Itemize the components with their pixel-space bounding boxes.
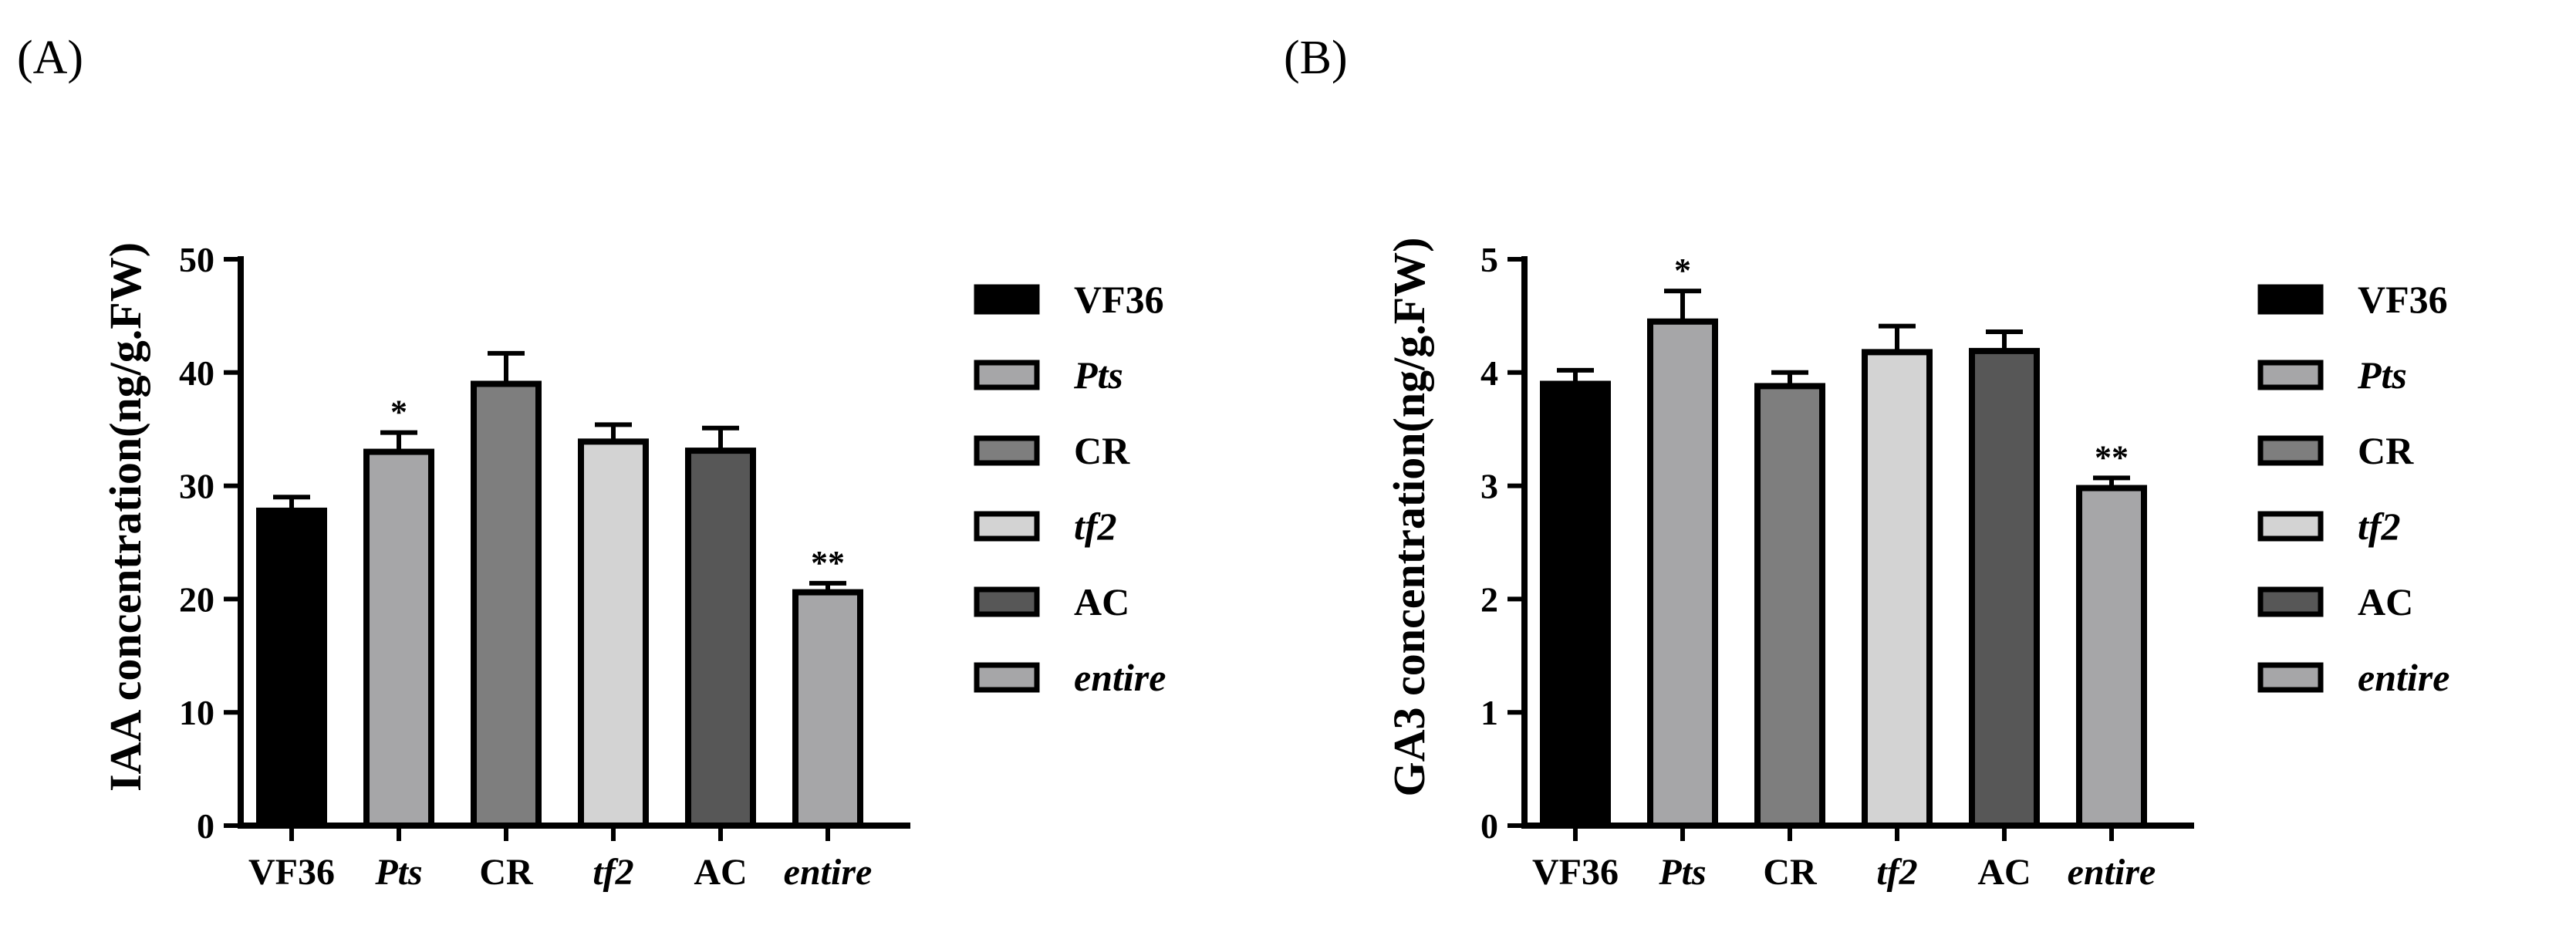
y-axis-label: IAA concentration(ng/g.FW) xyxy=(100,242,150,792)
x-tick-label: VF36 xyxy=(248,852,335,893)
legend-swatch-vf36 xyxy=(974,284,1040,315)
bar-tf2 xyxy=(1862,349,1933,829)
bar-entire xyxy=(2076,485,2147,829)
legend-label-cr: CR xyxy=(1074,429,1130,472)
significance-label: * xyxy=(390,394,407,431)
bar-entire xyxy=(792,589,863,829)
y-tick-label: 0 xyxy=(197,806,214,846)
y-tick-label: 4 xyxy=(1480,353,1498,393)
significance-label: ** xyxy=(2095,438,2129,476)
x-tick-label: CR xyxy=(1763,852,1818,893)
bar-pts xyxy=(363,448,434,829)
legend-swatch-vf36 xyxy=(2257,284,2324,315)
legend-swatch-tf2 xyxy=(2257,511,2324,542)
significance-label: * xyxy=(1674,252,1691,289)
legend-swatch-ac xyxy=(974,586,1040,617)
y-tick-label: 0 xyxy=(1480,806,1498,846)
legend-label-ac: AC xyxy=(1074,580,1129,623)
y-tick-label: 50 xyxy=(179,240,214,279)
panel-label-b: (B) xyxy=(1284,32,1348,84)
x-tick-label: AC xyxy=(694,852,747,893)
bar-vf36 xyxy=(256,507,327,829)
x-tick-label: Pts xyxy=(374,852,422,893)
legend-swatch-ac xyxy=(2257,586,2324,617)
significance-label: ** xyxy=(811,544,845,582)
bar-cr xyxy=(471,380,542,829)
x-tick-label: VF36 xyxy=(1532,852,1619,893)
bar-cr xyxy=(1754,383,1825,829)
x-tick-label: Pts xyxy=(1658,852,1706,893)
x-tick-label: entire xyxy=(2068,852,2156,893)
y-axis-label: GA3 concentration(ng/g.FW) xyxy=(1384,238,1434,797)
x-tick-label: CR xyxy=(479,852,534,893)
legend-label-entire: entire xyxy=(1074,656,1166,699)
y-tick-label: 30 xyxy=(179,467,214,506)
legend-swatch-cr xyxy=(974,435,1040,466)
legend-swatch-entire xyxy=(974,662,1040,693)
x-tick-label: entire xyxy=(784,852,873,893)
legend-label-vf36: VF36 xyxy=(1074,278,1164,321)
legend-label-tf2: tf2 xyxy=(1074,505,1117,548)
x-tick-label: tf2 xyxy=(1876,852,1917,893)
legend-label-entire: entire xyxy=(2358,656,2449,699)
y-tick-label: 40 xyxy=(179,353,214,393)
legend-swatch-cr xyxy=(2257,435,2324,466)
y-tick-label: 5 xyxy=(1480,240,1498,279)
legend-label-ac: AC xyxy=(2358,580,2413,623)
legend-label-cr: CR xyxy=(2358,429,2414,472)
bar-tf2 xyxy=(578,438,649,829)
x-tick-label: AC xyxy=(1977,852,2031,893)
y-tick-label: 2 xyxy=(1480,579,1498,619)
y-tick-label: 10 xyxy=(179,693,214,732)
bar-pts xyxy=(1647,318,1718,829)
legend-label-pts: Pts xyxy=(2357,353,2407,397)
bar-vf36 xyxy=(1540,380,1611,829)
y-tick-label: 1 xyxy=(1480,693,1498,732)
legend-label-pts: Pts xyxy=(1073,353,1123,397)
y-tick-label: 3 xyxy=(1480,467,1498,506)
legend-swatch-pts xyxy=(974,360,1040,390)
legend-label-vf36: VF36 xyxy=(2358,278,2448,321)
chart-ga3: GA3 concentration(ng/g.FW) 0 1 2 3 4 5 VF36 * Pts… xyxy=(1384,238,2449,893)
legend-swatch-pts xyxy=(2257,360,2324,390)
y-tick-label: 20 xyxy=(179,579,214,619)
bar-ac xyxy=(685,448,756,829)
legend-swatch-tf2 xyxy=(974,511,1040,542)
panel-label-a: (A) xyxy=(17,32,84,84)
bar-ac xyxy=(1969,347,2040,829)
legend-label-tf2: tf2 xyxy=(2358,505,2401,548)
legend-swatch-entire xyxy=(2257,662,2324,693)
x-tick-label: tf2 xyxy=(593,852,633,893)
chart-iaa: IAA concentration(ng/g.FW) 0 10 20 30 40 50 VF3… xyxy=(100,240,1166,893)
